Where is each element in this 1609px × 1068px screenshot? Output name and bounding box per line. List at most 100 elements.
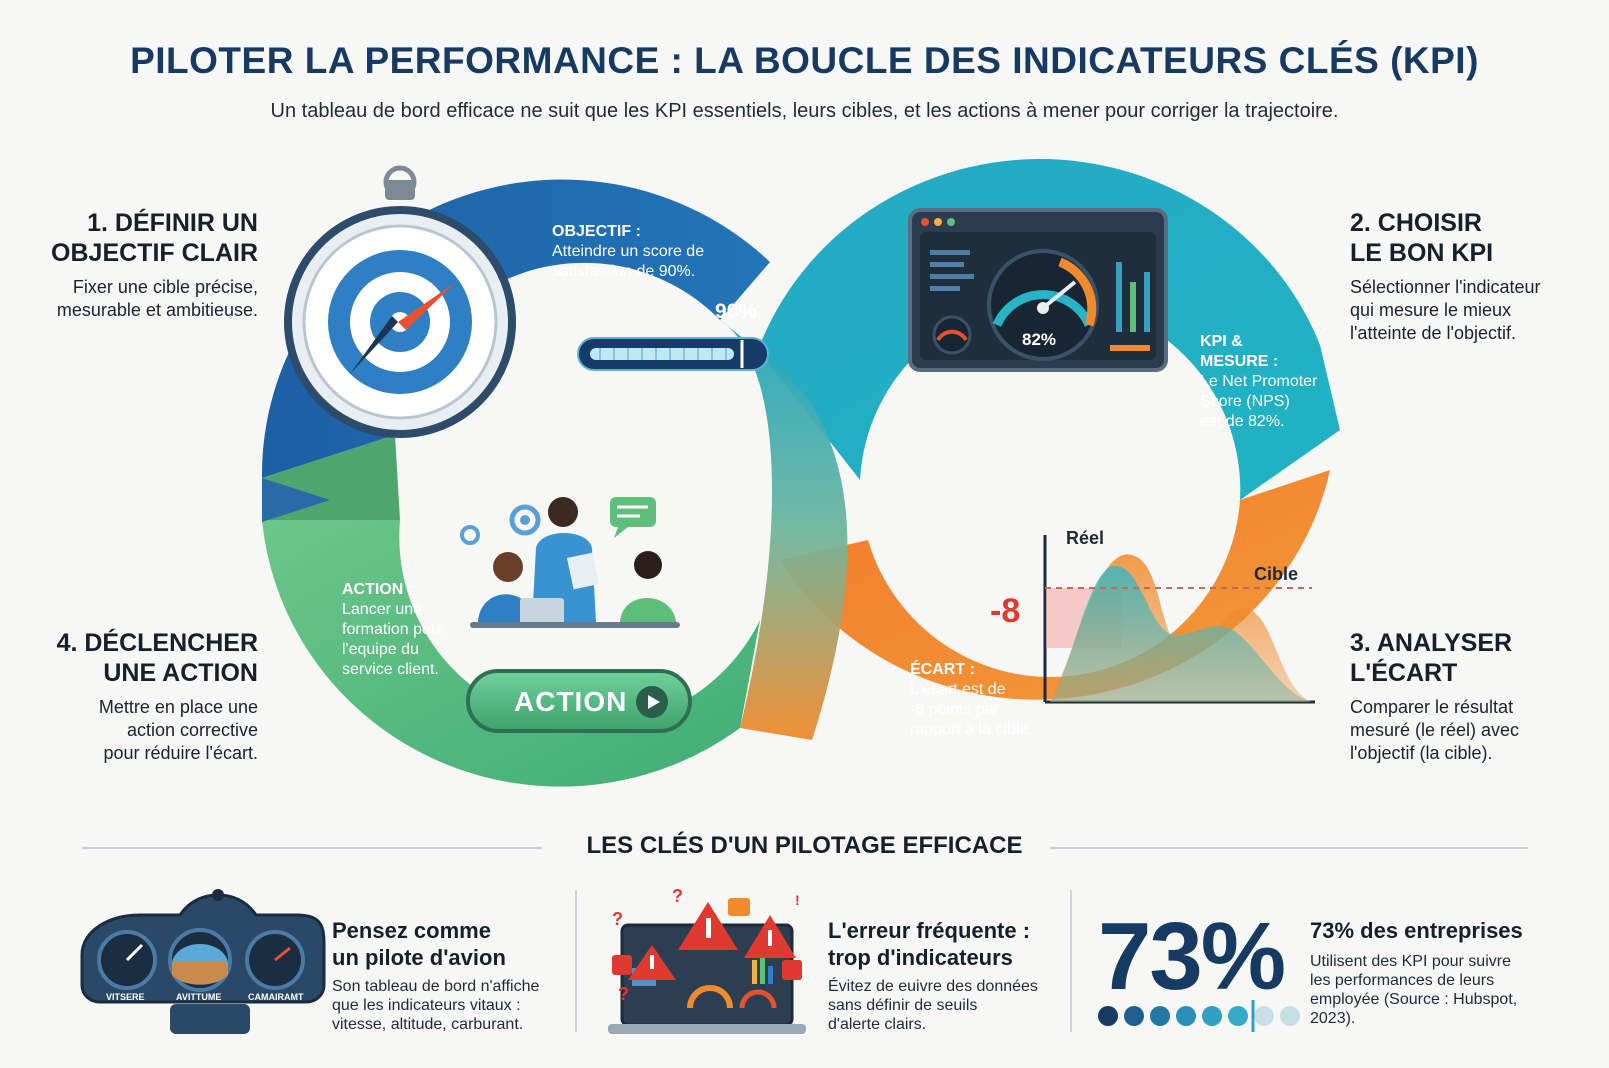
callout-kpi-line2: Score (NPS)	[1200, 393, 1290, 410]
progress-dot	[1124, 1006, 1144, 1026]
callout-kpi-line1: Le Net Promoter	[1200, 373, 1318, 390]
callout-objectif-title: OBJECTIF :	[552, 223, 641, 240]
card-separator-2	[1070, 890, 1072, 1032]
stopwatch-target-icon	[284, 165, 516, 438]
callout-action-line3: l'equipe du	[342, 641, 419, 658]
ring-segment-kpi	[758, 159, 1340, 500]
card2-text: Évitez de euivre des données sans défini…	[828, 977, 1038, 1034]
step-3-title-line2: L'ÉCART	[1350, 659, 1458, 687]
progress-dot	[1280, 1006, 1300, 1026]
action-button[interactable]: ACTION	[466, 669, 692, 733]
step-3-text-line1: Comparer le résultat	[1350, 697, 1514, 717]
callout-ecart-title: ÉCART :	[910, 661, 975, 678]
progress-dot	[1202, 1006, 1222, 1026]
step-1-text-line2: mesurable et ambitieuse.	[56, 300, 258, 320]
step-1-title-line1: 1. DÉFINIR UN	[87, 209, 258, 237]
team-illustration	[460, 497, 680, 628]
card2-title-line2: trop d'indicateurs	[828, 945, 1013, 970]
divider-right	[1050, 847, 1528, 849]
page-title: PILOTER LA PERFORMANCE : LA BOUCLE DES I…	[130, 40, 1479, 81]
cockpit-dashboard-icon: VITSERE AVITTUME CAMAIRAMT	[80, 889, 326, 1034]
card2-text-line3: d'alerte clairs.	[828, 1016, 927, 1033]
series-target-area	[1050, 565, 1312, 702]
callout-ecart-line2: -8 points par	[910, 701, 999, 718]
action-button-label: ACTION	[514, 686, 628, 717]
ecart-chart	[1043, 535, 1315, 704]
step-1-text-line1: Fixer une cible précise,	[72, 277, 258, 297]
card2-text-line2: sans définir de seuils	[828, 997, 978, 1014]
stat-big-value: 73%	[1098, 903, 1286, 1010]
ecart-gap-value: -8	[990, 592, 1021, 630]
callout-kpi-title-line2: MESURE :	[1200, 353, 1279, 370]
card3-text-line3: employée (Source : Hubspot,	[1310, 991, 1518, 1008]
card2-title: L'erreur fréquente : trop d'indicateurs	[828, 917, 1030, 971]
card3-text-line1: Utilisent des KPI pour suivre	[1310, 953, 1511, 970]
gauge-label-altitude: AVITTUME	[176, 992, 221, 1002]
step-4-text-line2: action corrective	[126, 720, 258, 740]
callout-kpi: KPI & MESURE : Le Net Promoter Score (NP…	[1200, 332, 1317, 432]
callout-objectif-line2: satisfaction de 90%.	[552, 263, 696, 280]
progress-dot	[1228, 1006, 1248, 1026]
step-2: 2. CHOISIR LE BON KPI Sélectionner l'indi…	[1350, 208, 1590, 345]
callout-ecart-line1: L'écart est de	[910, 681, 1006, 698]
progress-dot	[1254, 1006, 1274, 1026]
svg-text:?: ?	[672, 886, 683, 906]
card1-text: Son tableau de bord n'affiche que les in…	[332, 977, 539, 1034]
step-3: 3. ANALYSER L'ÉCART Comparer le résultat m…	[1350, 628, 1590, 765]
step-4-text-line3: pour réduire l'écart.	[103, 743, 258, 763]
callout-kpi-line3: est de 82%.	[1200, 413, 1285, 430]
gauge-value: 82%	[1022, 330, 1057, 349]
ring-segment-action	[262, 520, 760, 787]
card-separator-1	[575, 890, 577, 1032]
gauge-label-speed: VITSERE	[106, 992, 145, 1002]
step-2-title-line1: 2. CHOISIR	[1350, 209, 1482, 237]
card1-title-line2: un pilote d'avion	[332, 945, 506, 970]
dashboard-monitor-icon	[908, 208, 1168, 372]
card1-text-line2: que les indicateurs vitaux :	[332, 997, 521, 1014]
chart-label-real: Réel	[1066, 528, 1105, 548]
alert-laptop-icon: ? ? ? !	[608, 886, 806, 1034]
step-2-text-line3: l'atteinte de l'objectif.	[1350, 323, 1516, 343]
objective-progress-bar	[577, 337, 769, 371]
progress-dot	[1098, 1006, 1118, 1026]
card2-title-line1: L'erreur fréquente :	[828, 918, 1031, 943]
card3-text: Utilisent des KPI pour suivre les perfor…	[1310, 952, 1517, 1028]
chart-label-target: Cible	[1254, 564, 1299, 584]
svg-text:!: !	[795, 892, 800, 908]
card3-text-line2: les performances de leurs	[1310, 972, 1495, 989]
svg-text:?: ?	[612, 909, 623, 929]
card1-text-line3: vitesse, altitude, carburant.	[332, 1016, 524, 1033]
progress-dot	[1176, 1006, 1196, 1026]
step-3-text-line2: mesuré (le réel) avec	[1350, 720, 1520, 740]
divider-left	[82, 847, 542, 849]
card2-text-line1: Évitez de euivre des données	[828, 978, 1038, 995]
dots-progress	[1098, 1000, 1300, 1032]
card3-text-line4: 2023).	[1310, 1010, 1356, 1027]
card3-title: 73% des entreprises	[1310, 918, 1523, 943]
callout-action: ACTION : Lancer une formation pour l'equ…	[342, 580, 445, 680]
card1-title: Pensez comme un pilote d'avion	[332, 917, 506, 971]
callout-kpi-title-line1: KPI &	[1200, 333, 1243, 350]
card1-title-line1: Pensez comme	[332, 918, 491, 943]
step-2-title-line2: LE BON KPI	[1350, 239, 1494, 267]
callout-action-line2: formation pour	[342, 621, 446, 638]
step-4-title-line2: UNE ACTION	[103, 659, 258, 687]
callout-objectif: OBJECTIF : Atteindre un score de satisfa…	[552, 222, 704, 282]
ring-arrow-left	[262, 478, 330, 522]
callout-ecart-line3: rapport à la cible.	[910, 721, 1033, 738]
step-4-title-line1: 4. DÉCLENCHER	[56, 629, 258, 657]
step-4-text-line1: Mettre en place une	[98, 697, 258, 717]
callout-action-title: ACTION :	[342, 581, 414, 598]
objective-value: 90%	[715, 300, 758, 323]
step-3-text-line3: l'objectif (la cible).	[1350, 743, 1493, 763]
callout-action-line4: service client.	[342, 661, 439, 678]
step-2-text-line1: Sélectionner l'indicateur	[1350, 277, 1541, 297]
step-3-title-line1: 3. ANALYSER	[1350, 629, 1513, 657]
step-4: 4. DÉCLENCHER UNE ACTION Mettre en place …	[20, 628, 258, 765]
page-subtitle: Un tableau de bord efficace ne suit que …	[270, 100, 1339, 122]
card1-text-line1: Son tableau de bord n'affiche	[332, 978, 540, 995]
callout-action-line1: Lancer une	[342, 601, 423, 618]
play-icon	[636, 686, 668, 718]
callout-ecart: ÉCART : L'écart est de -8 points par rap…	[910, 660, 1033, 740]
ring-crossing	[720, 320, 848, 740]
